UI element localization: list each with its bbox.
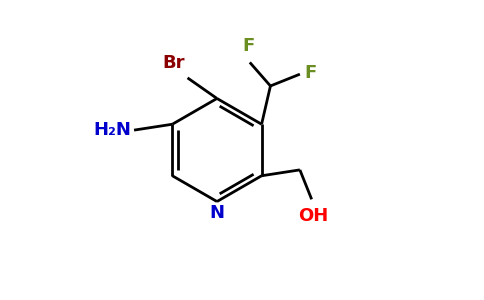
Text: F: F	[242, 37, 255, 55]
Text: N: N	[210, 204, 225, 222]
Text: H₂N: H₂N	[93, 121, 131, 139]
Text: OH: OH	[298, 207, 328, 225]
Text: F: F	[304, 64, 317, 82]
Text: Br: Br	[162, 54, 184, 72]
